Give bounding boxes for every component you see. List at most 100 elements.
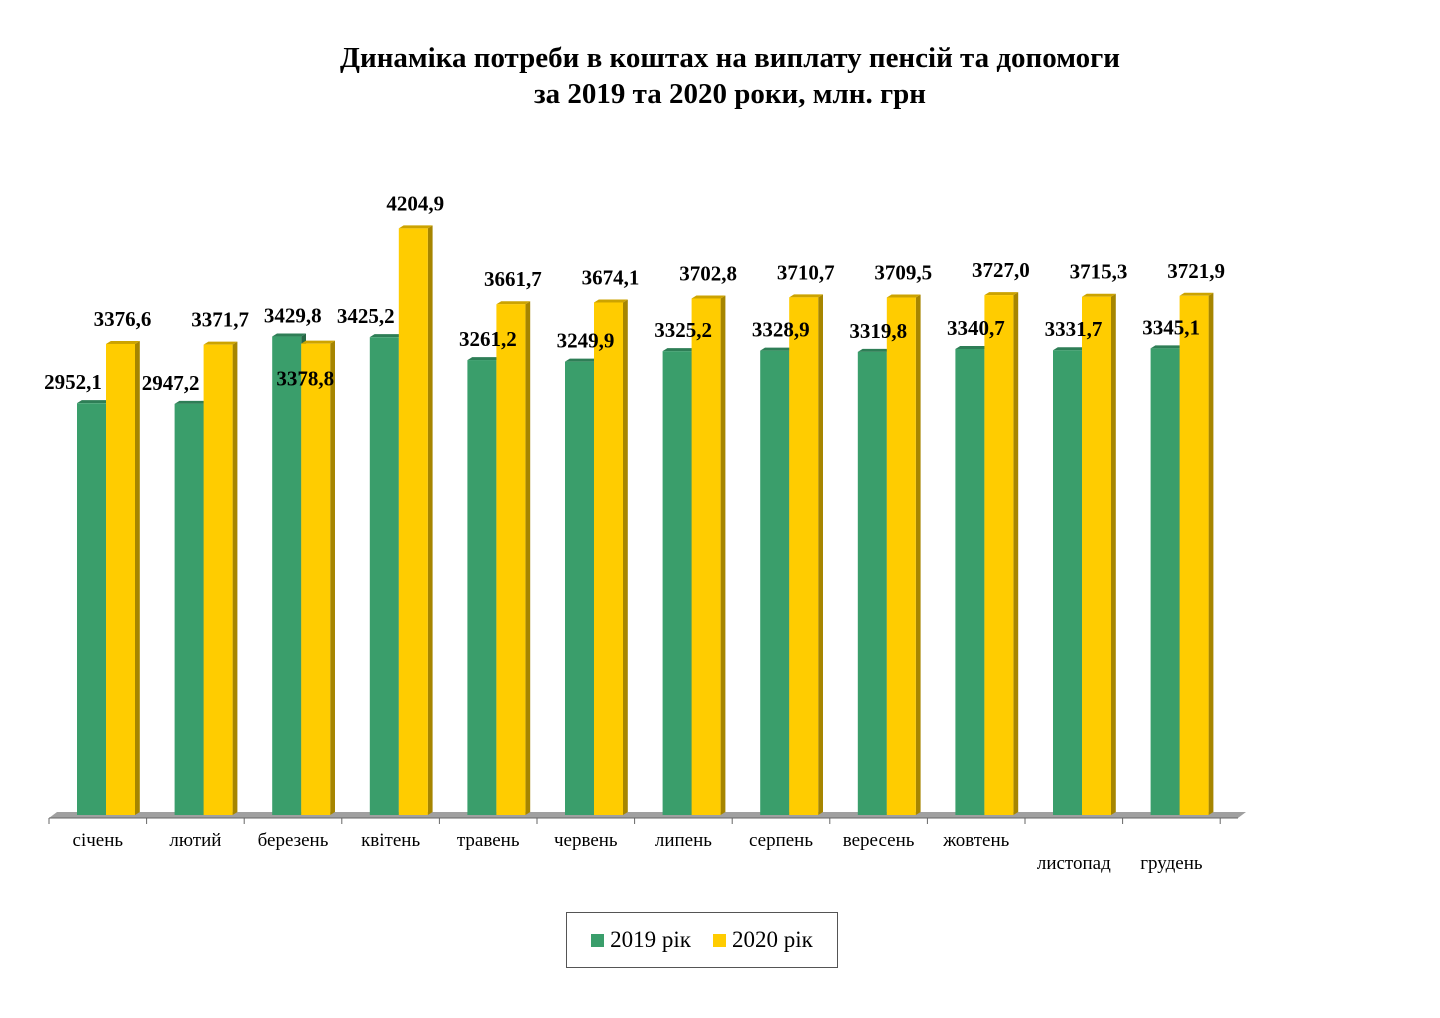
bar-top-2020 xyxy=(203,341,238,345)
x-tick-label: листопад xyxy=(1037,853,1111,874)
bar-top-2019 xyxy=(760,347,794,351)
x-tick-label: жовтень xyxy=(942,830,1010,851)
x-tick-label: грудень xyxy=(1140,853,1203,874)
data-label-2019: 3261,2 xyxy=(459,327,517,351)
bar-2019 xyxy=(1150,348,1180,815)
x-tick-label: червень xyxy=(554,830,618,851)
legend-label-2019: 2019 рік xyxy=(610,927,691,952)
bar-side-2020 xyxy=(1111,293,1116,815)
chart-floor xyxy=(49,812,1246,818)
bar-side-2020 xyxy=(525,301,531,815)
bar-top-2020 xyxy=(496,301,531,305)
bar-top-2020 xyxy=(301,340,335,344)
data-label-2020: 3371,7 xyxy=(191,308,249,332)
x-tick-label: квітень xyxy=(361,830,420,851)
bar-top-2019 xyxy=(77,400,111,404)
bar-2020 xyxy=(398,228,428,815)
bar-2019 xyxy=(662,351,692,815)
data-label-2020: 3721,9 xyxy=(1167,259,1225,283)
x-tick-label: травень xyxy=(457,830,520,851)
bar-top-2019 xyxy=(1053,347,1087,351)
bar-top-2019 xyxy=(369,334,404,338)
bar-side-2020 xyxy=(1208,292,1214,816)
bar-top-2019 xyxy=(467,357,502,361)
bar-top-2020 xyxy=(984,292,1019,296)
bar-2019 xyxy=(857,351,887,815)
bar-2020 xyxy=(1179,295,1209,816)
bar-top-2019 xyxy=(272,333,306,337)
bar-2020 xyxy=(301,343,331,815)
bar-side-2020 xyxy=(623,299,628,816)
data-label-2019: 3249,9 xyxy=(557,329,615,353)
legend-swatch-2020 xyxy=(713,933,726,947)
bar-top-2020 xyxy=(1179,292,1214,296)
legend-entry-2020: 2020 рік xyxy=(713,927,813,953)
chart-title: Динаміка потреби в коштах на виплату пен… xyxy=(0,40,1440,112)
legend-entry-2019: 2019 рік xyxy=(591,927,691,953)
data-label-2019: 3328,9 xyxy=(752,318,810,342)
bar-2019 xyxy=(955,348,985,815)
bar-top-2020 xyxy=(789,294,823,298)
bar-top-2020 xyxy=(594,299,628,303)
data-label-2020: 3710,7 xyxy=(777,260,835,284)
bar-top-2019 xyxy=(1150,345,1185,349)
bar-top-2020 xyxy=(691,295,726,299)
bar-2019 xyxy=(174,403,204,815)
bar-side-2020 xyxy=(818,294,823,815)
bar-side-2020 xyxy=(135,340,140,815)
data-label-2019: 3340,7 xyxy=(947,316,1005,340)
bar-side-2020 xyxy=(330,340,335,815)
bar-top-2020 xyxy=(1082,293,1116,297)
bar-2019 xyxy=(467,360,497,815)
x-tick-label: березень xyxy=(258,830,329,851)
bar-2019 xyxy=(760,350,790,815)
bar-top-2019 xyxy=(955,345,990,349)
chart-title-line-1: Динаміка потреби в коштах на виплату пен… xyxy=(340,42,1120,74)
bar-side-2020 xyxy=(1013,292,1019,815)
bar-2020 xyxy=(1082,296,1111,815)
bar-2019 xyxy=(77,403,106,815)
data-label-2019: 2952,1 xyxy=(44,370,102,394)
x-tick-label: вересень xyxy=(843,830,915,851)
data-label-2019: 3319,8 xyxy=(849,319,907,343)
x-tick-label: лютий xyxy=(169,830,221,851)
bar-2020 xyxy=(886,297,916,815)
legend-swatch-2019 xyxy=(591,933,605,947)
x-tick-label: серпень xyxy=(749,830,813,851)
data-label-2020: 3674,1 xyxy=(582,265,640,289)
data-label-2019: 3331,7 xyxy=(1045,317,1103,341)
bar-2019 xyxy=(565,361,594,815)
chart-title-line-2: за 2019 та 2020 роки, млн. грн xyxy=(533,78,927,110)
bar-top-2019 xyxy=(662,348,697,352)
bar-side-2020 xyxy=(720,295,726,815)
chart-legend: 2019 рік 2020 рік xyxy=(566,912,838,968)
data-label-2020: 4204,9 xyxy=(386,191,444,215)
bar-2020 xyxy=(691,298,721,815)
bar-2020 xyxy=(789,297,819,815)
bar-side-2020 xyxy=(915,294,921,815)
data-label-2019: 3325,2 xyxy=(654,318,712,342)
bar-top-2019 xyxy=(565,358,599,362)
data-label-2020: 3727,0 xyxy=(972,258,1030,282)
bar-side-2020 xyxy=(232,341,238,815)
data-label-2019: 3429,8 xyxy=(264,304,322,328)
x-tick-label: січень xyxy=(73,830,124,851)
x-tick-label: липень xyxy=(655,830,712,851)
bar-2020 xyxy=(594,302,623,816)
data-label-2020: 3702,8 xyxy=(679,261,737,285)
data-label-2020: 3376,6 xyxy=(94,307,152,331)
bar-top-2020 xyxy=(106,340,140,344)
bar-top-2019 xyxy=(174,400,209,404)
bar-2020 xyxy=(984,295,1014,815)
bar-2019 xyxy=(272,336,302,815)
bar-2020 xyxy=(106,343,135,815)
data-label-2020: 3661,7 xyxy=(484,267,542,291)
bar-2019 xyxy=(369,337,399,815)
bar-side-2020 xyxy=(427,225,433,815)
data-label-2020: 3709,5 xyxy=(874,261,932,285)
bar-2020 xyxy=(496,304,526,815)
data-label-2020: 3715,3 xyxy=(1070,260,1128,284)
data-label-2019: 3425,2 xyxy=(337,304,395,328)
data-label-2019: 2947,2 xyxy=(142,371,200,395)
